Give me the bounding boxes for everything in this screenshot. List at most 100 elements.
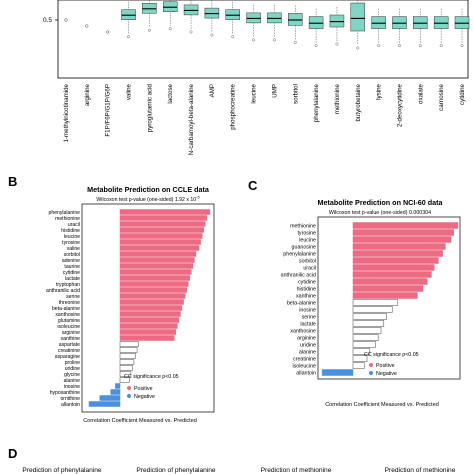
bar [88,401,121,407]
panel-c-bars [321,222,459,376]
bar-category-label: leucine [299,238,316,244]
bar [119,269,192,275]
box-outlier [335,42,339,46]
bar [352,306,393,313]
panel-c-legend-negative-swatch [369,371,373,375]
panel-c-legend-negative-label: Negative [376,371,397,377]
bar [352,334,379,341]
box [413,16,428,29]
category-label: 2-deoxycytidine [396,83,403,127]
bar-category-label: isoleucine [292,364,316,370]
box-outlier [147,28,151,32]
bar [352,341,376,348]
bar [119,287,187,293]
bar [119,257,195,263]
bar-category-label: uracil [68,222,80,228]
bar [352,285,424,292]
bar-category-label: xanthosine [290,329,316,335]
bar [110,389,121,395]
panel-d-letter: D [8,446,17,461]
bar-category-label: xanthosine [55,312,80,318]
panel-c-xlabel: Correlation Coefficient Measured vs. Pre… [325,402,439,408]
box [308,16,324,29]
category-label: butyrobetaine [355,83,362,121]
bar-category-label: serine [302,315,316,321]
category-label: pyroglutamic acid [146,83,153,132]
bar [119,245,200,251]
bar-category-label: phenylalanine [283,252,316,258]
bar [352,320,385,327]
bar [119,365,133,371]
box-outlier [356,46,360,50]
bar-category-label: adenine [62,258,80,264]
bar [119,311,181,317]
category-label: valine [126,83,133,100]
panel-b-plot-frame [81,203,215,413]
box-outlier [418,44,422,47]
bar-category-label: anthranilic acid [46,288,80,294]
bar-category-label: allantoin [61,402,80,408]
bar-category-label: methionine [290,224,316,230]
bar [119,335,175,341]
bar-category-label: aspartate [59,342,80,348]
bar [119,263,194,269]
bar [119,377,130,383]
panel-b: B Metabolite Prediction on CCLE data Wil… [8,174,215,424]
category-label: carnosine [438,83,445,110]
panel-b-legend-positive-label: Positive [134,386,153,392]
bar [119,299,184,305]
panel-d: D Prediction of phenylalanine Prediction… [8,446,456,474]
bar-category-label: lactate [300,322,316,328]
bar-category-label: tyrosine [62,240,80,246]
box-outlier [377,44,381,47]
bar [352,362,365,369]
category-label: methionine [334,83,341,114]
bar [119,227,204,233]
bar-category-label: xanthine [296,294,316,300]
bar-category-label: uracil [303,266,316,272]
bar-category-label: arginine [62,330,80,336]
panel-c-category-labels: methioninetyrosineleucineguanosinephenyl… [281,224,316,377]
panel-b-xlabel: Correlation Coefficient Measured vs. Pre… [83,418,197,424]
box-outlier [64,18,68,22]
box-outlier [85,24,89,28]
box [288,13,303,26]
bar [119,353,136,359]
bar-category-label: glycine [64,372,80,378]
panel-c-subtitle: Wilcoxon test p-value (one-sided) 0.0003… [329,210,431,216]
box-outlier [460,44,464,47]
bar [352,355,368,362]
category-label: lactose [167,83,174,103]
bar-category-label: leucine [64,234,80,240]
bar-category-label: threonine [59,300,80,306]
panel-a-ytick-label: 0.5 [43,17,52,24]
panel-d-title-4: Prediction of methionine [385,467,456,474]
category-label: lysine [376,83,383,99]
bar-category-label: valine [67,246,80,252]
bar-category-label: phenylalanine [49,210,81,216]
bar-category-label: isoleucine [57,324,80,330]
panel-d-title-2: Prediction of phenylalanine [136,467,216,474]
bar [119,317,180,323]
box [329,14,345,28]
bar [352,278,428,285]
bar [119,251,197,257]
panel-d-title-3: Prediction of methionine [261,467,332,474]
category-label: phosphocreatine [230,83,237,129]
box-outlier [273,38,276,42]
bar [119,209,211,215]
panel-b-legend-negative-label: Negative [134,394,155,400]
category-label: F1P/F6P/G1P/G6P [105,84,112,137]
bar [352,327,382,334]
bar-category-label: histidine [297,287,316,293]
panel-b-letter: B [8,174,17,189]
bar-category-label: cytidine [298,280,316,286]
bar [119,221,206,227]
box-outlier [314,44,318,47]
bar-category-label: beta-alanine [52,306,80,312]
bar-category-label: tyrosine [297,231,316,237]
bar [119,359,135,365]
panel-c-legend: CC significance p<0.05 Positive Negative [364,352,419,377]
bar-category-label: proline [65,360,80,366]
